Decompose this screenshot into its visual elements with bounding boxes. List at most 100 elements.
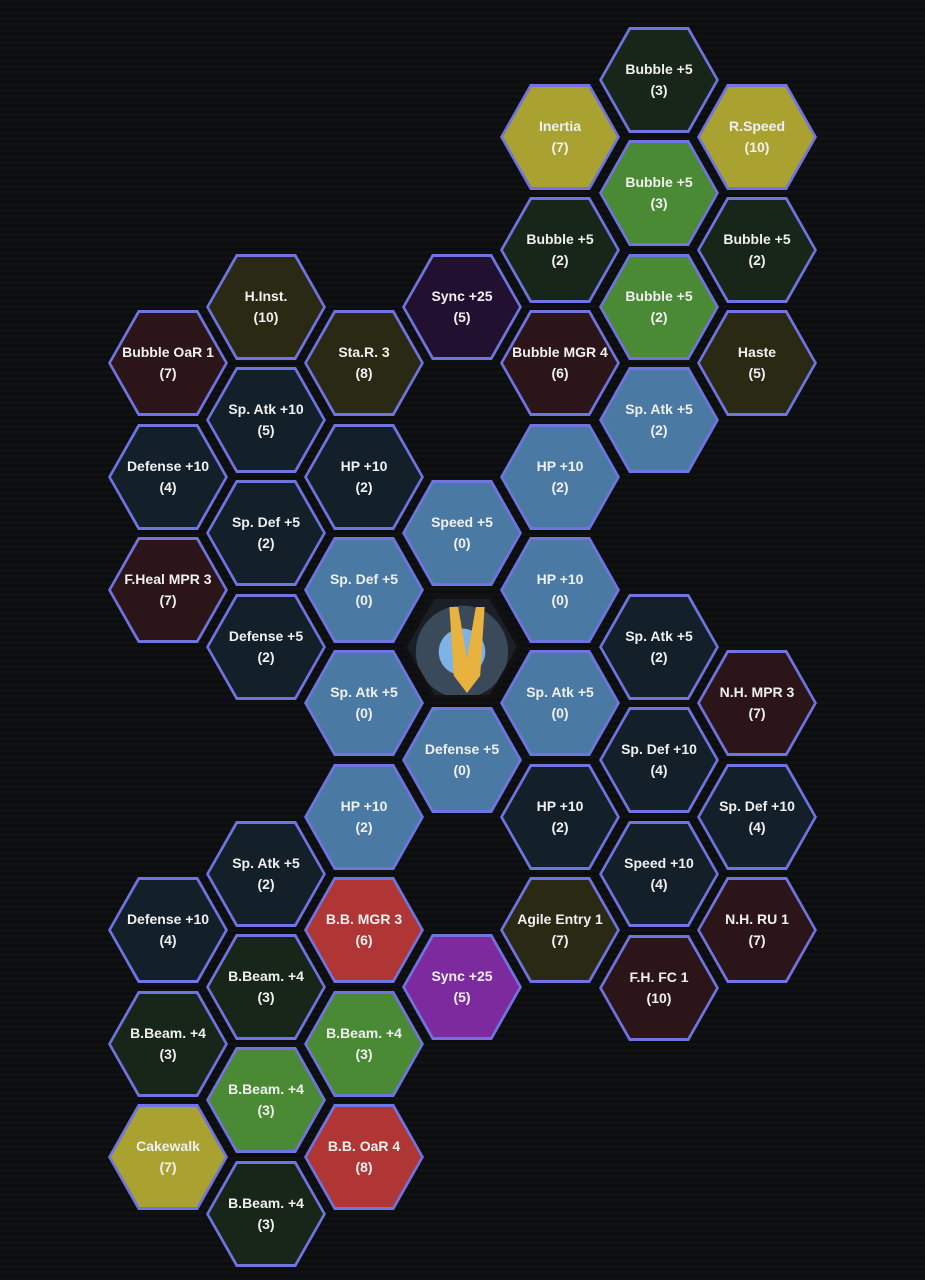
node-body: B.Beam. +4 (3) <box>111 994 225 1094</box>
node-body: B.Beam. +4 (3) <box>209 1164 323 1264</box>
node-label: Inertia <box>538 118 581 134</box>
node-cost: (2) <box>650 422 668 438</box>
grid-node[interactable]: B.Beam. +4 (3) <box>304 991 424 1097</box>
grid-node[interactable]: Speed +5 (0) <box>402 480 522 586</box>
node-body: Sta.R. 3 (8) <box>307 313 421 413</box>
node-label: F.H. FC 1 <box>629 969 689 985</box>
grid-node[interactable]: Sp. Atk +10 (5) <box>206 367 326 473</box>
grid-node[interactable]: Sp. Atk +5 (2) <box>206 821 326 927</box>
grid-node[interactable]: Haste (5) <box>697 310 817 416</box>
node-cost: (2) <box>748 252 766 268</box>
node-cost: (6) <box>551 365 569 381</box>
grid-node[interactable]: B.B. MGR 3 (6) <box>304 877 424 983</box>
grid-node[interactable]: B.Beam. +4 (3) <box>108 991 228 1097</box>
node-body: Sp. Atk +5 (0) <box>307 653 421 753</box>
grid-node[interactable]: Sync +25 (5) <box>402 254 522 360</box>
grid-node[interactable]: Defense +10 (4) <box>108 877 228 983</box>
grid-node[interactable]: Sp. Def +10 (4) <box>697 764 817 870</box>
grid-node[interactable]: Sta.R. 3 (8) <box>304 310 424 416</box>
node-cost: (0) <box>355 705 373 721</box>
center-pokemon-tile[interactable] <box>402 594 522 700</box>
node-label: HP +10 <box>536 571 584 587</box>
grid-node[interactable]: H.Inst. (10) <box>206 254 326 360</box>
node-label: HP +10 <box>536 798 584 814</box>
node-cost: (2) <box>551 819 569 835</box>
node-body: HP +10 (2) <box>307 767 421 867</box>
node-cost: (2) <box>551 479 569 495</box>
grid-node[interactable]: Inertia (7) <box>500 84 620 190</box>
grid-node[interactable]: HP +10 (2) <box>304 424 424 530</box>
node-body: Sp. Atk +5 (2) <box>602 597 716 697</box>
grid-node[interactable]: B.Beam. +4 (3) <box>206 934 326 1040</box>
node-body: Bubble +5 (2) <box>700 200 814 300</box>
node-cost: (5) <box>748 365 766 381</box>
node-cost: (3) <box>650 82 668 98</box>
node-body: Bubble +5 (3) <box>602 30 716 130</box>
grid-node[interactable]: B.Beam. +4 (3) <box>206 1161 326 1267</box>
grid-node[interactable]: HP +10 (2) <box>500 764 620 870</box>
node-cost: (3) <box>650 195 668 211</box>
grid-node[interactable]: HP +10 (2) <box>500 424 620 530</box>
node-body: Sp. Def +5 (0) <box>307 540 421 640</box>
node-body: Bubble OaR 1 (7) <box>111 313 225 413</box>
grid-node[interactable]: N.H. MPR 3 (7) <box>697 650 817 756</box>
node-cost: (3) <box>257 1216 275 1232</box>
node-body: Cakewalk (7) <box>111 1107 225 1207</box>
grid-node[interactable]: HP +10 (0) <box>500 537 620 643</box>
node-label: N.H. RU 1 <box>725 911 789 927</box>
node-body: Inertia (7) <box>503 87 617 187</box>
grid-node[interactable]: Defense +5 (2) <box>206 594 326 700</box>
grid-node[interactable]: Defense +10 (4) <box>108 424 228 530</box>
node-label: Sp. Def +5 <box>231 514 301 530</box>
node-body: Bubble +5 (3) <box>602 143 716 243</box>
grid-node[interactable]: Bubble +5 (2) <box>599 254 719 360</box>
grid-node[interactable]: Cakewalk (7) <box>108 1104 228 1210</box>
node-label: Agile Entry 1 <box>517 911 603 927</box>
grid-node[interactable]: Sp. Def +5 (0) <box>304 537 424 643</box>
node-body: H.Inst. (10) <box>209 257 323 357</box>
grid-node[interactable]: Defense +5 (0) <box>402 707 522 813</box>
node-label: B.Beam. +4 <box>130 1025 206 1041</box>
grid-node[interactable]: R.Speed (10) <box>697 84 817 190</box>
grid-node[interactable]: Agile Entry 1 (7) <box>500 877 620 983</box>
node-body: N.H. RU 1 (7) <box>700 880 814 980</box>
grid-node[interactable]: Bubble +5 (3) <box>599 27 719 133</box>
grid-node[interactable]: HP +10 (2) <box>304 764 424 870</box>
grid-node[interactable]: Sp. Def +10 (4) <box>599 707 719 813</box>
node-label: Sp. Atk +5 <box>625 628 693 644</box>
grid-node[interactable]: Sync +25 (5) <box>402 934 522 1040</box>
grid-node[interactable]: Sp. Def +5 (2) <box>206 480 326 586</box>
node-body: Sp. Atk +5 (2) <box>602 370 716 470</box>
node-cost: (0) <box>551 592 569 608</box>
node-cost: (8) <box>355 1159 373 1175</box>
grid-node[interactable]: Speed +10 (4) <box>599 821 719 927</box>
grid-node[interactable]: Sp. Atk +5 (2) <box>599 594 719 700</box>
node-label: Defense +5 <box>228 628 304 644</box>
grid-node[interactable]: Bubble +5 (2) <box>500 197 620 303</box>
node-cost: (2) <box>650 309 668 325</box>
grid-node[interactable]: Sp. Atk +5 (0) <box>500 650 620 756</box>
node-label: HP +10 <box>340 798 388 814</box>
node-body: Defense +10 (4) <box>111 880 225 980</box>
grid-node[interactable]: B.B. OaR 4 (8) <box>304 1104 424 1210</box>
node-cost: (0) <box>453 762 471 778</box>
node-label: Sta.R. 3 <box>338 344 390 360</box>
grid-node[interactable]: F.Heal MPR 3 (7) <box>108 537 228 643</box>
node-label: Speed +10 <box>624 855 694 871</box>
grid-node[interactable]: Bubble MGR 4 (6) <box>500 310 620 416</box>
node-body: Sync +25 (5) <box>405 937 519 1037</box>
node-label: HP +10 <box>340 458 388 474</box>
grid-node[interactable]: B.Beam. +4 (3) <box>206 1047 326 1153</box>
grid-node[interactable]: Bubble +5 (2) <box>697 197 817 303</box>
grid-node[interactable]: N.H. RU 1 (7) <box>697 877 817 983</box>
grid-node[interactable]: F.H. FC 1 (10) <box>599 935 719 1041</box>
node-body: HP +10 (0) <box>503 540 617 640</box>
grid-node[interactable]: Bubble OaR 1 (7) <box>108 310 228 416</box>
grid-node[interactable]: Bubble +5 (3) <box>599 140 719 246</box>
grid-node[interactable]: Sp. Atk +5 (0) <box>304 650 424 756</box>
node-body: B.Beam. +4 (3) <box>209 1050 323 1150</box>
node-label: Bubble +5 <box>625 61 693 77</box>
grid-node[interactable]: Sp. Atk +5 (2) <box>599 367 719 473</box>
node-cost: (5) <box>453 309 471 325</box>
node-cost: (3) <box>257 989 275 1005</box>
